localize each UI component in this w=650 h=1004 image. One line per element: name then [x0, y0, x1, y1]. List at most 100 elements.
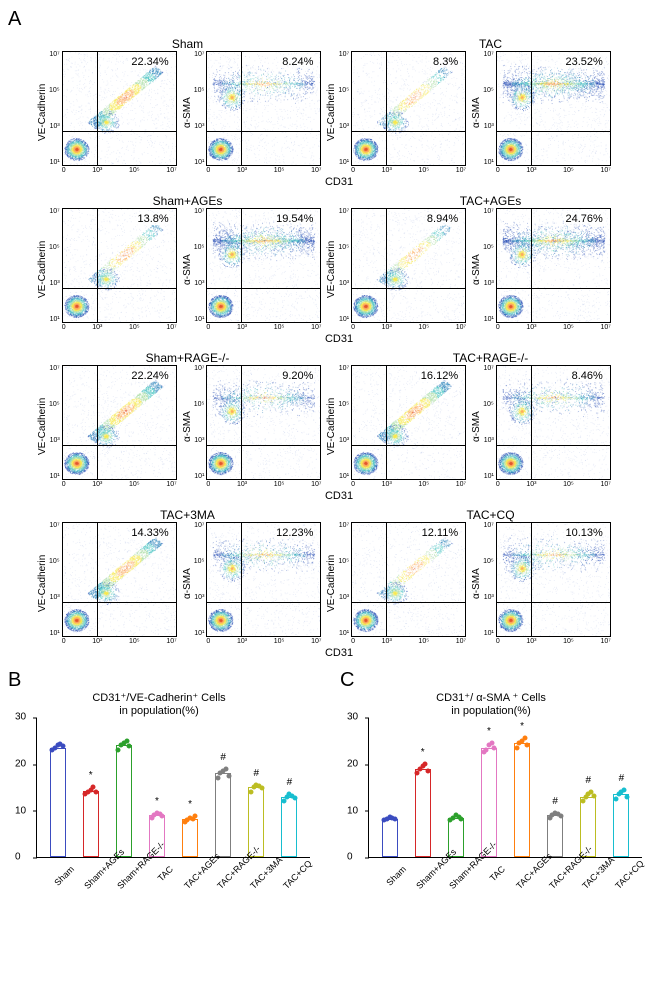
percent-label: 19.54%	[275, 213, 314, 225]
bar-rect	[514, 743, 530, 857]
percent-label: 14.33%	[130, 527, 169, 539]
data-point	[124, 738, 129, 743]
bar-xlabel: TAC	[481, 864, 508, 891]
bar-group	[110, 718, 138, 857]
flow-plot: VE-Cadherin10¹10³10⁵10⁷13.8%010³10⁵10⁷	[36, 208, 177, 331]
x-ticks: 010³10⁵10⁷	[206, 166, 321, 174]
scatter-box: 12.11%	[351, 522, 466, 637]
x-ticks: 010³10⁵10⁷	[351, 480, 466, 488]
flow-row-header: ShamTAC	[8, 37, 642, 51]
significance-marker: #	[287, 777, 293, 788]
bar-xlabel: TAC+RAGE-/-	[547, 864, 574, 891]
bar-xlabel: Sham+AGEs	[82, 864, 109, 891]
condition-title: TAC	[339, 37, 642, 51]
data-point	[94, 790, 99, 795]
y-axis-label: VE-Cadherin	[325, 51, 338, 174]
significance-marker: *	[520, 721, 524, 732]
y-axis-label: α-SMA	[470, 51, 483, 174]
bar-group: #	[541, 718, 569, 857]
bar-rect	[116, 745, 132, 857]
bar-rect	[50, 748, 66, 858]
x-ticks: 010³10⁵10⁷	[496, 166, 611, 174]
percent-label: 13.8%	[137, 213, 170, 225]
flow-row-header: Sham+AGEsTAC+AGEs	[8, 194, 642, 208]
data-point	[459, 817, 464, 822]
y-ticks: 10¹10³10⁵10⁷	[483, 522, 496, 637]
x-ticks: 010³10⁵10⁷	[206, 323, 321, 331]
y-axis-label: VE-Cadherin	[36, 522, 49, 645]
scatter-box: 13.8%	[62, 208, 177, 323]
flow-plot: VE-Cadherin10¹10³10⁵10⁷8.3%010³10⁵10⁷	[325, 51, 466, 174]
bars-area: * * * # # #	[369, 718, 642, 857]
y-axis-label: VE-Cadherin	[36, 51, 49, 174]
scatter-box: 22.34%	[62, 51, 177, 166]
data-point	[60, 744, 65, 749]
significance-marker: *	[421, 747, 425, 758]
y-ticks: 10¹10³10⁵10⁷	[338, 208, 351, 323]
y-ticks: 10¹10³10⁵10⁷	[338, 51, 351, 166]
x-ticks: 010³10⁵10⁷	[62, 323, 177, 331]
bar-ytick: 0	[347, 852, 353, 863]
bar-rect	[613, 794, 629, 857]
y-ticks: 10¹10³10⁵10⁷	[338, 365, 351, 480]
y-ticks: 10¹10³10⁵10⁷	[338, 522, 351, 637]
percent-label: 22.24%	[130, 370, 169, 382]
data-point	[423, 762, 428, 767]
y-axis-label: α-SMA	[470, 522, 483, 645]
panel-b-title: CD31⁺/VE-Cadherin⁺ Cells in population(%…	[8, 692, 310, 718]
plots-row: VE-Cadherin10¹10³10⁵10⁷22.34%010³10⁵10⁷α…	[8, 51, 642, 174]
scatter-box: 8.24%	[206, 51, 321, 166]
data-point	[282, 799, 287, 804]
percent-label: 16.12%	[420, 370, 459, 382]
bar-group: #	[275, 718, 303, 857]
data-point	[127, 744, 132, 749]
condition-title: TAC+RAGE-/-	[339, 351, 642, 365]
x-ticks: 010³10⁵10⁷	[351, 323, 466, 331]
condition-title: Sham	[36, 37, 339, 51]
scatter-box: 8.3%	[351, 51, 466, 166]
plots-row: VE-Cadherin10¹10³10⁵10⁷14.33%010³10⁵10⁷α…	[8, 522, 642, 645]
flow-plot: VE-Cadherin10¹10³10⁵10⁷22.34%010³10⁵10⁷	[36, 51, 177, 174]
bar-ytick: 10	[15, 805, 26, 816]
y-axis-label: α-SMA	[181, 208, 194, 331]
x-ticks: 010³10⁵10⁷	[496, 323, 611, 331]
y-ticks: 10¹10³10⁵10⁷	[49, 51, 62, 166]
y-ticks: 10¹10³10⁵10⁷	[483, 365, 496, 480]
percent-label: 22.34%	[130, 56, 169, 68]
percent-label: 12.23%	[275, 527, 314, 539]
significance-marker: #	[586, 775, 592, 786]
significance-marker: *	[188, 799, 192, 810]
bar-group: #	[607, 718, 635, 857]
bar-rect	[215, 773, 231, 857]
data-point	[558, 814, 563, 819]
flow-plot: α-SMA10¹10³10⁵10⁷24.76%010³10⁵10⁷	[470, 208, 611, 331]
y-ticks: 10¹10³10⁵10⁷	[194, 51, 207, 166]
bar-group: *	[475, 718, 503, 857]
y-axis-label: α-SMA	[181, 51, 194, 174]
x-ticks: 010³10⁵10⁷	[62, 480, 177, 488]
y-ticks: 10¹10³10⁵10⁷	[483, 208, 496, 323]
percent-label: 8.3%	[432, 56, 459, 68]
data-point	[525, 743, 530, 748]
condition-title: Sham+RAGE-/-	[36, 351, 339, 365]
data-point	[259, 786, 264, 791]
bar-ytick: 10	[347, 805, 358, 816]
condition-title: TAC+CQ	[339, 508, 642, 522]
bar-rect	[83, 791, 99, 857]
flow-plot: α-SMA10¹10³10⁵10⁷23.52%010³10⁵10⁷	[470, 51, 611, 174]
bar-xlabel: TAC	[149, 864, 176, 891]
data-point	[622, 787, 627, 792]
percent-label: 12.11%	[421, 527, 460, 539]
data-point	[226, 773, 231, 778]
data-point	[392, 817, 397, 822]
significance-marker: *	[89, 770, 93, 781]
data-point	[215, 776, 220, 781]
flow-plot: VE-Cadherin10¹10³10⁵10⁷8.94%010³10⁵10⁷	[325, 208, 466, 331]
x-ticks: 010³10⁵10⁷	[206, 480, 321, 488]
flow-plots-container: ShamTACVE-Cadherin10¹10³10⁵10⁷22.34%010³…	[8, 37, 642, 659]
y-ticks: 10¹10³10⁵10⁷	[194, 365, 207, 480]
y-axis-label: VE-Cadherin	[325, 522, 338, 645]
significance-marker: #	[552, 796, 558, 807]
panel-c: C CD31⁺/ α-SMA ⁺ Cells in population(%) …	[340, 669, 642, 868]
x-ticks: 010³10⁵10⁷	[496, 480, 611, 488]
